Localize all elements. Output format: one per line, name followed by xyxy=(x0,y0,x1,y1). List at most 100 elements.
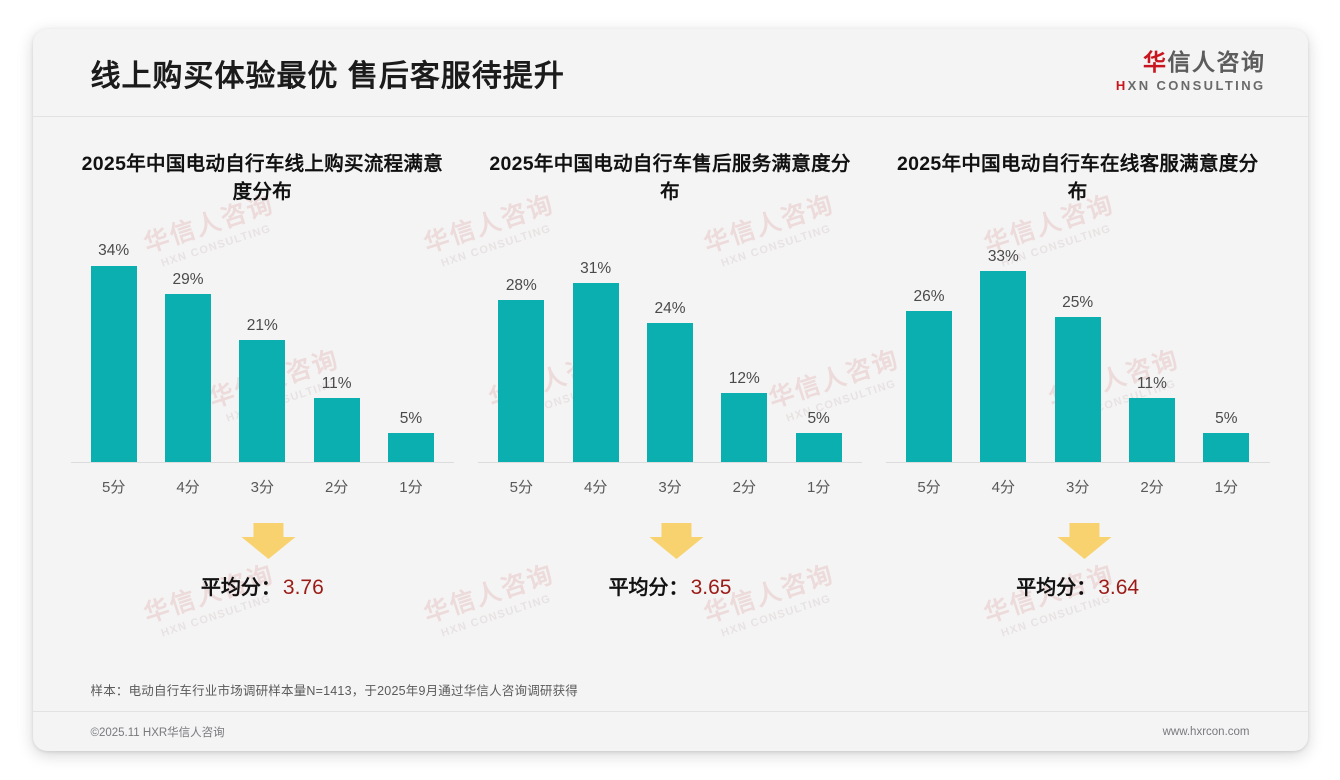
bar xyxy=(239,340,286,462)
bar xyxy=(313,398,360,462)
x-axis-2: 5分 4分 3分 2分 1分 xyxy=(478,476,862,497)
x-axis-label: 5分 xyxy=(917,479,941,496)
bar-value-label: 29% xyxy=(172,270,204,288)
slide-card: 华信人咨询 HXN CONSULTING 华信人咨询 HXN CONSULTING 华信… xyxy=(32,29,1308,751)
bar xyxy=(795,433,842,462)
chart-panel-1: 2025年中国电动自行车线上购买流程满意度分布 34% 29% 21% 11% 5% 5… xyxy=(59,151,467,680)
brand-logo-cn-rest: 信人咨询 xyxy=(1167,49,1266,75)
bar xyxy=(1203,433,1250,462)
page-title: 线上购买体验最优 售后客服待提升 xyxy=(90,59,565,93)
chart-title-1: 2025年中国电动自行车线上购买流程满意度分布 xyxy=(81,153,444,203)
bar xyxy=(980,271,1027,462)
bar-column: 34% xyxy=(80,243,147,462)
x-axis-label: 4分 xyxy=(991,479,1015,496)
bar-chart-3: 26% 33% 25% 11% 5% xyxy=(885,243,1270,463)
bar-column: 28% xyxy=(488,243,555,462)
down-arrow-icon xyxy=(241,523,296,559)
chart-panel-3: 2025年中国电动自行车在线客服满意度分布 26% 33% 25% 11% 5% 5分 4… xyxy=(874,151,1282,680)
x-axis-label: 2分 xyxy=(324,479,349,496)
chart-title-2: 2025年中国电动自行车售后服务满意度分布 xyxy=(489,153,851,203)
bar-value-label: 5% xyxy=(807,409,830,427)
x-axis-label: 3分 xyxy=(250,479,274,496)
bar-value-label: 12% xyxy=(728,369,760,387)
bar xyxy=(387,433,434,462)
bar-column: 29% xyxy=(155,243,222,462)
charts-container: 2025年中国电动自行车线上购买流程满意度分布 34% 29% 21% 11% 5% 5… xyxy=(33,117,1308,680)
average-value-1: 3.76 xyxy=(282,576,324,599)
x-axis-label: 3分 xyxy=(1065,479,1090,496)
x-axis-label: 1分 xyxy=(806,479,831,496)
bar-chart-2: 28% 31% 24% 12% 5% xyxy=(478,243,862,463)
x-axis-label: 2分 xyxy=(1140,479,1164,496)
x-axis-label: 1分 xyxy=(399,479,423,496)
bar-value-label: 24% xyxy=(654,299,686,317)
bar-column: 33% xyxy=(970,243,1037,462)
down-arrow-icon xyxy=(649,523,704,559)
brand-logo-en-highlight: H xyxy=(1115,78,1128,93)
bar-chart-1: 34% 29% 21% 11% 5% xyxy=(70,243,455,463)
average-score-1: 平均分：3.76 xyxy=(71,571,455,600)
bar-column: 26% xyxy=(896,243,963,462)
bar xyxy=(90,265,137,462)
average-block-2: 平均分：3.65 xyxy=(478,523,862,615)
bar xyxy=(646,323,693,462)
x-axis-label: 1分 xyxy=(1214,479,1238,496)
x-axis-label: 5分 xyxy=(101,479,126,496)
source-note: 样本：电动自行车行业市场调研样本量N=1413，于2025年9月通过华信人咨询调… xyxy=(90,684,578,698)
bar-column: 5% xyxy=(378,243,445,462)
average-score-3: 平均分：3.64 xyxy=(886,571,1270,600)
bar xyxy=(906,311,952,462)
brand-logo: 华信人咨询 HXN CONSULTING xyxy=(1116,51,1266,94)
chart-title-3: 2025年中国电动自行车在线客服满意度分布 xyxy=(896,153,1259,203)
bar xyxy=(498,300,545,462)
bar-value-label: 21% xyxy=(246,316,278,334)
average-value-2: 3.65 xyxy=(690,576,732,599)
average-label-3: 平均分： xyxy=(1016,577,1097,599)
x-axis-label: 2分 xyxy=(732,479,756,496)
chart-panel-2: 2025年中国电动自行车售后服务满意度分布 28% 31% 24% 12% 5% 5分 4… xyxy=(466,151,874,680)
bar-value-label: 11% xyxy=(321,374,352,392)
slide-header: 线上购买体验最优 售后客服待提升 华信人咨询 HXN CONSULTING xyxy=(32,29,1308,117)
brand-logo-cn: 华信人咨询 xyxy=(1116,51,1266,74)
x-axis-label: 3分 xyxy=(658,479,682,496)
x-axis-1: 5分 4分 3分 2分 1分 xyxy=(71,476,455,497)
average-label-1: 平均分： xyxy=(200,577,281,599)
bar-value-label: 33% xyxy=(987,247,1019,265)
bar-value-label: 31% xyxy=(580,259,612,277)
bar xyxy=(1128,398,1175,462)
bar-value-label: 11% xyxy=(1137,374,1167,392)
bar xyxy=(1054,317,1101,462)
copyright-text: ©2025.11 HXR华信人咨询 xyxy=(90,726,225,739)
bar-column: 5% xyxy=(785,243,852,462)
bar xyxy=(572,283,619,462)
website-link[interactable]: www.hxrcon.com xyxy=(1162,725,1250,738)
slide-footer: ©2025.11 HXR华信人咨询 www.hxrcon.com xyxy=(32,711,1308,751)
average-block-3: 平均分：3.64 xyxy=(886,523,1270,615)
bar-column: 11% xyxy=(303,243,370,462)
bar-value-label: 34% xyxy=(98,242,130,259)
bar xyxy=(164,294,211,462)
bar xyxy=(721,393,768,462)
bar-value-label: 28% xyxy=(505,276,537,294)
bar-column: 31% xyxy=(562,243,629,462)
bar-column: 5% xyxy=(1193,243,1260,462)
x-axis-3: 5分 4分 3分 2分 1分 xyxy=(886,476,1270,497)
brand-logo-en: HXN CONSULTING xyxy=(1116,79,1266,92)
bar-value-label: 5% xyxy=(399,409,423,427)
bar-value-label: 25% xyxy=(1062,293,1094,311)
x-axis-label: 5分 xyxy=(509,479,533,496)
bar-column: 24% xyxy=(637,243,704,462)
bar-value-label: 26% xyxy=(913,287,945,305)
x-axis-label: 4分 xyxy=(583,479,608,496)
down-arrow-icon xyxy=(1057,523,1112,559)
bar-column: 11% xyxy=(1119,243,1186,462)
brand-logo-en-rest: XN CONSULTING xyxy=(1127,78,1266,93)
x-axis-label: 4分 xyxy=(176,479,200,496)
brand-logo-cn-highlight: 华 xyxy=(1143,49,1168,75)
bar-column: 12% xyxy=(711,243,778,462)
average-block-1: 平均分：3.76 xyxy=(71,523,455,615)
bar-column: 21% xyxy=(229,243,296,462)
average-score-2: 平均分：3.65 xyxy=(478,571,862,600)
bar-column: 25% xyxy=(1044,243,1111,462)
